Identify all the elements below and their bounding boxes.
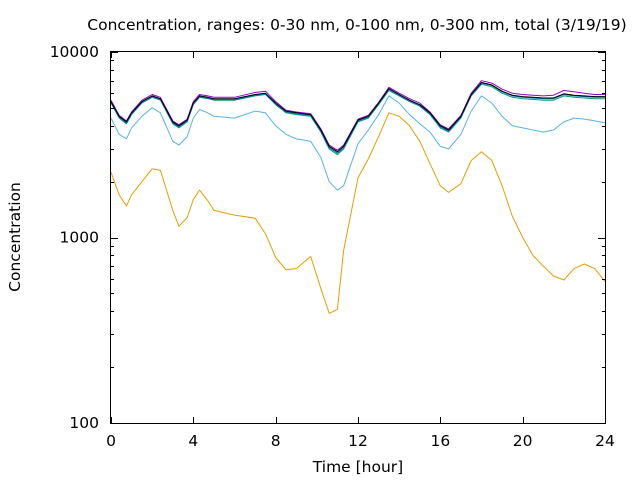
y-tick-label: 100: [69, 414, 99, 432]
y-axis-label: Concentration: [6, 182, 24, 292]
x-axis: 0 4 8 12 16 20 24: [106, 52, 615, 450]
x-tick-label: 16: [430, 432, 450, 450]
chart-title: Concentration, ranges: 0-30 nm, 0-100 nm…: [87, 16, 626, 34]
x-tick-label: 8: [271, 432, 281, 450]
x-tick-label: 0: [106, 432, 116, 450]
series-line-4: [110, 82, 605, 154]
x-tick-label: 20: [513, 432, 533, 450]
y-tick-label: 10000: [50, 43, 99, 61]
series-layer: [110, 80, 606, 314]
series-line-1: [110, 112, 606, 314]
x-axis-label: Time [hour]: [312, 458, 403, 476]
plot-frame: [110, 51, 606, 424]
y-axis: 100 1000 10000: [50, 43, 605, 432]
x-tick-label: 12: [348, 432, 368, 450]
series-line-6: [110, 82, 605, 153]
x-tick-label: 4: [188, 432, 198, 450]
series-line-5: [110, 80, 605, 151]
x-tick-label: 24: [595, 432, 615, 450]
y-tick-label: 1000: [60, 229, 99, 247]
series-line-2: [110, 95, 606, 191]
series-line-3: [110, 83, 605, 156]
